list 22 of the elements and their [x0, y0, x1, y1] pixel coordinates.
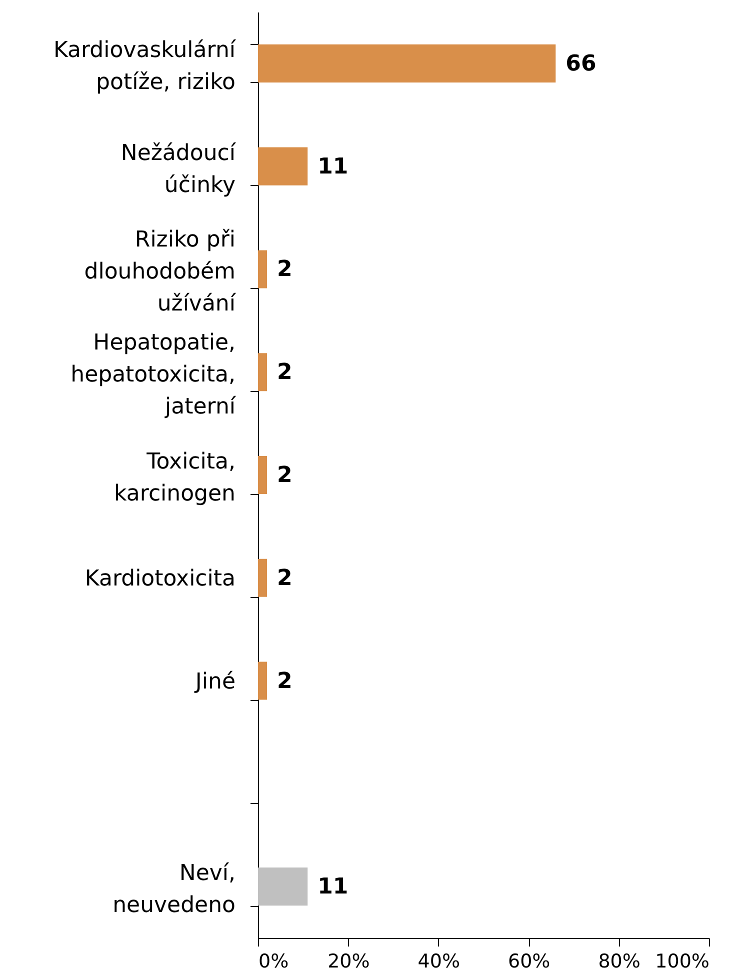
y-tick-label: Riziko při dlouhodobém užívání [84, 228, 236, 317]
y-tick-label: Kardiovaskulární potíže, riziko [54, 38, 236, 95]
y-tick-label: Nežádoucí účinky [120, 140, 236, 198]
data-label: 11 [318, 154, 348, 180]
y-tick-label: Kardiotoxicita [84, 566, 236, 592]
data-label: 2 [277, 668, 292, 694]
x-tick-label: 0% [258, 950, 289, 972]
y-tick-label: Neví, neuvedeno [112, 861, 236, 918]
data-label: 2 [277, 257, 292, 282]
x-tick-label: 100% [655, 950, 710, 972]
data-label: 2 [277, 566, 292, 591]
x-tick-label: 20% [328, 950, 370, 972]
x-tick-label: 60% [508, 950, 550, 972]
y-tick-label: Hepatopatie, hepatotoxicita, jaterní [70, 330, 236, 420]
x-tick-label: 40% [418, 950, 460, 972]
y-tick-label: Jiné [193, 669, 236, 694]
y-tick-label: Toxicita, karcinogen [114, 450, 236, 506]
data-label: 66 [566, 51, 596, 76]
data-label: 2 [277, 360, 292, 386]
data-label: 11 [318, 874, 348, 900]
data-label: 2 [277, 463, 292, 488]
x-tick-label: 80% [598, 950, 640, 972]
